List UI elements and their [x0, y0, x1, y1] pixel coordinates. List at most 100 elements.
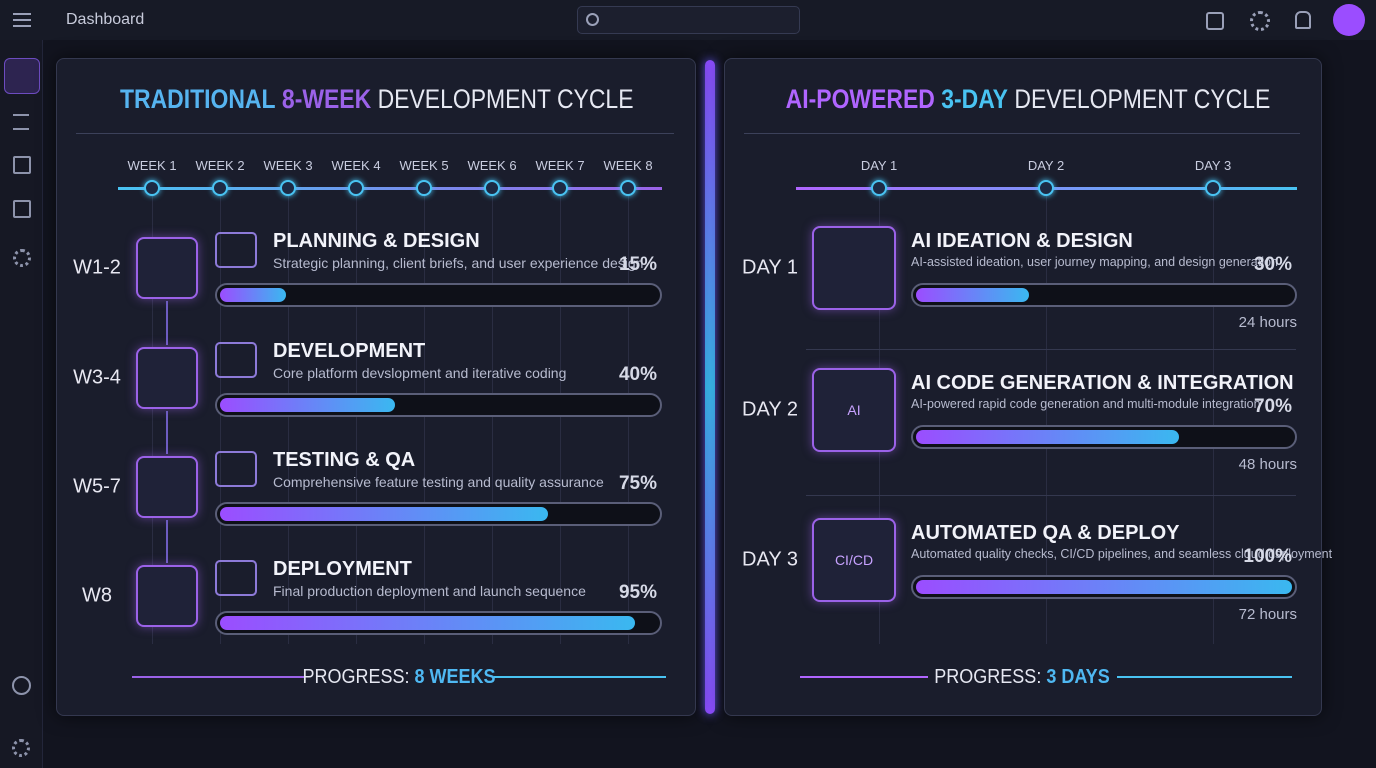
stage-icon	[136, 347, 198, 409]
progress-fill	[220, 507, 548, 521]
panel-title: AI-POWERED 3-DAY DEVELOPMENT CYCLE	[773, 84, 1283, 115]
timeline-label: DAY 3	[1194, 158, 1232, 173]
stage-small-icon	[215, 232, 257, 268]
footer-rule	[494, 676, 666, 678]
stage-small-icon	[215, 560, 257, 596]
grid-line	[628, 194, 629, 644]
stage-icon: CI/CD	[812, 518, 896, 602]
calendar-button[interactable]	[1206, 12, 1224, 30]
stage-icon	[136, 456, 198, 518]
stage-small-icon	[215, 451, 257, 487]
stage-icon	[136, 565, 198, 627]
timeline-label: DAY 2	[1027, 158, 1065, 173]
grid-line	[492, 194, 493, 644]
title-part: 3-DAY	[941, 84, 1008, 114]
progress-footer: PROGRESS: 8 WEEKS	[302, 666, 495, 689]
nav-settings[interactable]	[13, 249, 31, 267]
title-part: 8-WEEK	[281, 84, 372, 114]
stage-duration: 48 hours	[1238, 456, 1297, 473]
progress-track	[911, 425, 1297, 449]
progress-fill	[916, 430, 1180, 444]
nav-docs[interactable]	[13, 200, 31, 218]
avatar[interactable]	[1333, 4, 1365, 36]
stage-icon	[812, 226, 896, 310]
stage-description: Final production deployment and launch s…	[273, 583, 586, 599]
grid-line	[1046, 194, 1047, 644]
menu-button[interactable]	[13, 13, 31, 27]
timeline-dot	[348, 180, 364, 196]
progress-track	[911, 283, 1297, 307]
grid-line	[288, 194, 289, 644]
stage-small-icon	[215, 342, 257, 378]
nav-help[interactable]	[12, 676, 31, 695]
nav-archive[interactable]	[13, 156, 31, 174]
timeline-label: WEEK 2	[195, 158, 245, 173]
title-part: DEVELOPMENT CYCLE	[377, 84, 634, 114]
nav-home[interactable]	[4, 58, 40, 94]
settings-button[interactable]	[1250, 11, 1270, 31]
stage-name: TESTING & QA	[273, 449, 416, 471]
timeline-label: WEEK 6	[467, 158, 517, 173]
progress-track	[911, 575, 1297, 599]
progress-fill	[220, 616, 636, 630]
connector	[166, 301, 168, 345]
progress-track	[215, 611, 662, 635]
stage-name: DEVELOPMENT	[273, 340, 426, 362]
grid-line	[220, 194, 221, 644]
stage-percent: 100%	[1243, 546, 1292, 567]
stage-duration: 72 hours	[1238, 606, 1297, 623]
timeline-dot	[416, 180, 432, 196]
stage-percent: 70%	[1253, 396, 1292, 417]
progress-track	[215, 502, 662, 526]
timeline-line	[118, 187, 662, 190]
timeline-dot	[552, 180, 568, 196]
stage-name: AI CODE GENERATION & INTEGRATION	[911, 372, 1294, 394]
connector	[166, 411, 168, 454]
search-box[interactable]	[577, 6, 800, 34]
stage-percent: 30%	[1253, 254, 1292, 275]
timeline-dot	[1038, 180, 1054, 196]
timeline-dot	[871, 180, 887, 196]
nav-list[interactable]	[13, 114, 29, 130]
timeline-label: WEEK 4	[331, 158, 381, 173]
progress-part: PROGRESS:	[934, 666, 1042, 688]
notifications-button[interactable]	[1295, 11, 1311, 29]
progress-part: 3 DAYS	[1046, 666, 1110, 688]
row-rule	[806, 495, 1296, 496]
stage-description: AI-assisted ideation, user journey mappi…	[911, 255, 1278, 269]
stage-name: PLANNING & DESIGN	[273, 230, 480, 252]
stage-period: W8	[82, 584, 112, 607]
timeline-dot	[144, 180, 160, 196]
progress-part: 8 WEEKS	[414, 666, 496, 688]
progress-fill	[916, 288, 1029, 302]
title-rule	[744, 133, 1300, 134]
grid-line	[1213, 194, 1214, 644]
timeline-label: WEEK 7	[535, 158, 585, 173]
timeline-label: DAY 1	[860, 158, 898, 173]
stage-period: W5-7	[73, 475, 121, 498]
timeline-dot	[280, 180, 296, 196]
progress-footer: PROGRESS: 3 DAYS	[934, 666, 1109, 689]
nav-settings-bottom[interactable]	[12, 739, 30, 757]
timeline-label: WEEK 1	[127, 158, 177, 173]
timeline-dot	[1205, 180, 1221, 196]
stage-icon	[136, 237, 198, 299]
stage-period: DAY 1	[742, 256, 798, 279]
grid-line	[356, 194, 357, 644]
panel-title: TRADITIONAL 8-WEEK DEVELOPMENT CYCLE	[120, 84, 634, 115]
stage-period: DAY 2	[742, 398, 798, 421]
stage-name: AI IDEATION & DESIGN	[911, 230, 1133, 252]
grid-line	[424, 194, 425, 644]
stage-icon: AI	[812, 368, 896, 452]
footer-rule	[1117, 676, 1292, 678]
sidebar	[0, 40, 43, 768]
stage-description: AI-powered rapid code generation and mul…	[911, 397, 1261, 411]
stage-description: Comprehensive feature testing and qualit…	[273, 474, 604, 490]
row-rule	[806, 349, 1296, 350]
title-rule	[76, 133, 674, 134]
connector	[166, 520, 168, 563]
stage-percent: 15%	[618, 254, 657, 275]
title-part: TRADITIONAL	[120, 84, 276, 114]
title-part: AI-POWERED	[785, 84, 935, 114]
timeline-dot	[212, 180, 228, 196]
